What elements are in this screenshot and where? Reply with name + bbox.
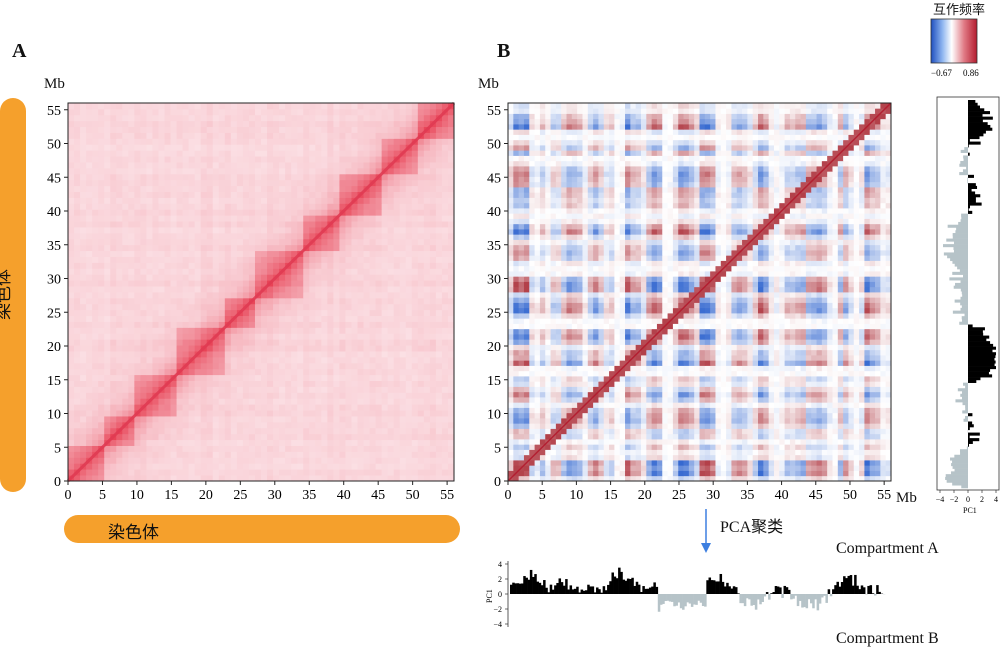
panel-b-y-tick-label: 15 <box>487 374 501 389</box>
panel-a-x-tick-label: 50 <box>406 488 420 503</box>
compartment-tick-label: −4 <box>493 620 502 629</box>
pc1-side-tick-label: 0 <box>966 495 970 504</box>
compartment-ticks: 4 2 0 −2 −4 <box>493 560 508 629</box>
compartment-tick-label: 2 <box>498 575 502 584</box>
panel-b-x-tick-label: 50 <box>843 488 857 503</box>
panel-a-x-tick-label: 40 <box>337 488 351 503</box>
panel-b-x-tick-label: 55 <box>877 488 891 503</box>
panel-b-x-tick-label: 20 <box>638 488 652 503</box>
panel-b-x-tick-label: 15 <box>604 488 618 503</box>
panel-a-x-tick-label: 25 <box>233 488 247 503</box>
panel-b-x-tick-label: 45 <box>809 488 823 503</box>
panel-b-unit-label: Mb <box>478 76 499 92</box>
chromosome-x-pill: 染色体 <box>64 515 460 543</box>
panel-b-y-tick-label: 55 <box>487 104 501 119</box>
compartment-b-label: Compartment B <box>836 630 939 647</box>
panel-b-x-tick-label: 10 <box>569 488 583 503</box>
panel-b-x-tick-label: 5 <box>539 488 546 503</box>
compartment-ylabel: PC1 <box>485 589 494 603</box>
panel-a-x-tick-label: 20 <box>199 488 213 503</box>
pc1-side-tick-label: 4 <box>994 495 998 504</box>
panel-b-y-tick-label: 10 <box>487 408 501 423</box>
chromosome-x-label: 染色体 <box>108 523 159 543</box>
panel-b-y-tick-label: 20 <box>487 340 501 355</box>
panel-a-y-tick-label: 25 <box>47 306 61 321</box>
panel-a-letter: A <box>12 40 27 62</box>
panel-a-unit-label: Mb <box>44 76 65 92</box>
panel-a-x-tick-label: 15 <box>164 488 178 503</box>
pc1-side-tick-label: −2 <box>950 495 959 504</box>
compartment-track: 4 2 0 −2 −4 PC1 <box>485 560 886 629</box>
panel-b-frame <box>507 102 892 482</box>
panel-b-heatmap: 0055101015152020252530303535404045455050… <box>487 102 892 503</box>
colorbar-max-label: 0.86 <box>963 68 979 78</box>
compartment-tick-label: −2 <box>493 605 502 614</box>
panel-a-x-tick-label: 35 <box>302 488 316 503</box>
panel-a-y-tick-label: 30 <box>47 273 61 288</box>
panel-a-y-tick-label: 35 <box>47 239 61 254</box>
panel-a-x-tick-label: 5 <box>99 488 106 503</box>
panel-b-letter: B <box>497 40 511 62</box>
panel-a-frame <box>67 102 455 482</box>
compartment-a-label: Compartment A <box>836 540 939 557</box>
pc1-side-ticks: −4 −2 0 2 4 <box>936 490 998 504</box>
arrow-down-icon <box>701 543 711 553</box>
panel-b-x-tick-label: 0 <box>505 488 512 503</box>
colorbar-min-label: −0.67 <box>931 68 952 78</box>
correlation-map-b <box>507 102 892 482</box>
panel-a-y-tick-label: 0 <box>54 475 61 490</box>
pc1-side-tick-label: 2 <box>980 495 984 504</box>
contact-map-a <box>66 101 456 483</box>
panel-a-x-tick-label: 45 <box>371 488 385 503</box>
pc1-side-tick-label: −4 <box>936 495 945 504</box>
panel-b-ticks: 0055101015152020252530303535404045455050… <box>487 104 891 503</box>
panel-a-x-tick-label: 30 <box>268 488 282 503</box>
panel-b-x-tick-label: 35 <box>740 488 754 503</box>
panel-b-y-tick-label: 40 <box>487 205 501 220</box>
panel-b-x-tick-label: 40 <box>775 488 789 503</box>
pc1-side-xlabel: PC1 <box>963 506 977 515</box>
panel-b-y-tick-label: 5 <box>494 441 501 456</box>
panel-a-x-tick-label: 10 <box>130 488 144 503</box>
panel-a-y-tick-label: 50 <box>47 138 61 153</box>
panel-a-y-tick-label: 40 <box>47 205 61 220</box>
compartment-profile <box>510 567 886 612</box>
pc1-side-track: −4 −2 0 2 4 PC1 <box>936 96 1000 515</box>
colorbar: −0.67 0.86 <box>930 18 979 78</box>
panel-b-y-tick-label: 50 <box>487 138 501 153</box>
panel-b-x-tick-label: 25 <box>672 488 686 503</box>
pc1-side-profile <box>943 100 996 489</box>
panel-b-y-tick-label: 45 <box>487 171 501 186</box>
pca-label: PCA聚类 <box>720 519 784 536</box>
panel-a-y-tick-label: 55 <box>47 104 61 119</box>
panel-b-x-unit-label: Mb <box>896 490 917 506</box>
pca-arrow <box>701 509 711 553</box>
panel-b-y-tick-label: 30 <box>487 273 501 288</box>
panel-a-ticks: 0055101015152020252530303535404045455050… <box>47 104 454 503</box>
panel-a-y-tick-label: 5 <box>54 441 61 456</box>
panel-a-x-tick-label: 0 <box>65 488 72 503</box>
chromosome-y-pill: 染色体 <box>0 98 26 492</box>
compartment-tick-label: 4 <box>498 560 502 569</box>
panel-a-y-tick-label: 10 <box>47 408 61 423</box>
panel-b-x-tick-label: 30 <box>706 488 720 503</box>
panel-a-y-tick-label: 15 <box>47 374 61 389</box>
compartment-tick-label: 0 <box>498 590 502 599</box>
panel-a-y-tick-label: 20 <box>47 340 61 355</box>
colorbar-title: 互作频率 <box>933 3 986 18</box>
panel-a-y-tick-label: 45 <box>47 171 61 186</box>
colorbar-gradient <box>930 18 978 64</box>
panel-a-x-tick-label: 55 <box>440 488 454 503</box>
panel-a-heatmap: 0055101015152020252530303535404045455050… <box>47 101 456 503</box>
panel-b-y-tick-label: 0 <box>494 475 501 490</box>
panel-b-y-tick-label: 25 <box>487 306 501 321</box>
panel-b-y-tick-label: 35 <box>487 239 501 254</box>
